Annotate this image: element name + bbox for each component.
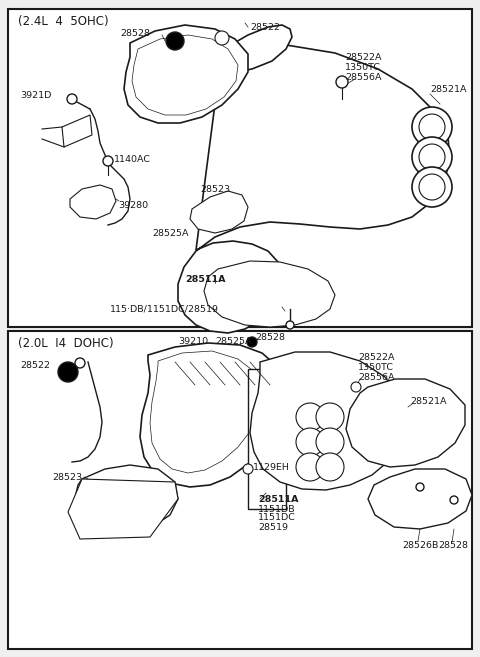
Text: 28522A: 28522A bbox=[345, 53, 382, 62]
Text: 28525A: 28525A bbox=[215, 336, 252, 346]
Text: 1350TC: 1350TC bbox=[358, 363, 394, 371]
Text: 28522: 28522 bbox=[250, 22, 280, 32]
Circle shape bbox=[316, 453, 344, 481]
Text: 28521A: 28521A bbox=[410, 397, 446, 407]
Bar bbox=[8, 331, 472, 649]
Text: 39280: 39280 bbox=[118, 200, 148, 210]
Bar bbox=[8, 9, 472, 327]
Circle shape bbox=[336, 76, 348, 88]
Circle shape bbox=[450, 496, 458, 504]
Text: 28522: 28522 bbox=[20, 361, 50, 369]
Circle shape bbox=[296, 428, 324, 456]
Circle shape bbox=[75, 358, 85, 368]
Polygon shape bbox=[250, 352, 406, 490]
Text: 28526B: 28526B bbox=[402, 541, 438, 549]
Circle shape bbox=[351, 382, 361, 392]
Circle shape bbox=[412, 167, 452, 207]
Circle shape bbox=[215, 31, 229, 45]
Circle shape bbox=[412, 107, 452, 147]
Text: 1140AC: 1140AC bbox=[114, 154, 151, 164]
Circle shape bbox=[419, 144, 445, 170]
Polygon shape bbox=[74, 465, 178, 532]
Bar bbox=[248, 369, 286, 509]
Text: 28556A: 28556A bbox=[358, 373, 395, 382]
Polygon shape bbox=[346, 379, 465, 467]
Circle shape bbox=[296, 403, 324, 431]
Polygon shape bbox=[140, 343, 285, 487]
Polygon shape bbox=[150, 351, 262, 473]
Circle shape bbox=[58, 362, 78, 382]
Circle shape bbox=[296, 453, 324, 481]
Text: 1129EH: 1129EH bbox=[253, 463, 290, 472]
Text: 28519: 28519 bbox=[258, 522, 288, 532]
Polygon shape bbox=[205, 25, 292, 73]
Polygon shape bbox=[62, 115, 92, 147]
Text: 1151DC: 1151DC bbox=[258, 514, 296, 522]
Circle shape bbox=[243, 464, 253, 474]
Text: (2.4L  4  5OHC): (2.4L 4 5OHC) bbox=[18, 14, 108, 28]
Text: (2.0L  I4  DOHC): (2.0L I4 DOHC) bbox=[18, 336, 114, 350]
Circle shape bbox=[316, 403, 344, 431]
Text: 28522A: 28522A bbox=[358, 353, 395, 361]
Text: 28521A: 28521A bbox=[430, 85, 467, 93]
Text: 115·DB/1151DC/28519: 115·DB/1151DC/28519 bbox=[110, 304, 219, 313]
Circle shape bbox=[412, 137, 452, 177]
Text: 28528: 28528 bbox=[438, 541, 468, 549]
Text: 3921D: 3921D bbox=[20, 91, 51, 99]
Text: 39210: 39210 bbox=[178, 336, 208, 346]
Polygon shape bbox=[190, 191, 248, 233]
Circle shape bbox=[416, 483, 424, 491]
Text: 1151DB: 1151DB bbox=[258, 505, 296, 514]
Polygon shape bbox=[368, 469, 472, 529]
Polygon shape bbox=[70, 185, 116, 219]
Polygon shape bbox=[124, 25, 248, 123]
Text: 28525A: 28525A bbox=[152, 229, 189, 237]
Text: 28528: 28528 bbox=[120, 28, 150, 37]
Polygon shape bbox=[132, 35, 238, 115]
Circle shape bbox=[166, 32, 184, 50]
Text: 28523: 28523 bbox=[200, 185, 230, 194]
Text: 28528: 28528 bbox=[255, 332, 285, 342]
Polygon shape bbox=[68, 479, 178, 539]
Circle shape bbox=[247, 337, 257, 347]
Circle shape bbox=[316, 428, 344, 456]
Text: 1350TC: 1350TC bbox=[345, 62, 381, 72]
Text: 28511A: 28511A bbox=[185, 275, 226, 284]
Text: 28511A: 28511A bbox=[258, 495, 299, 503]
Polygon shape bbox=[204, 261, 335, 327]
Circle shape bbox=[286, 321, 294, 329]
Text: 28556A: 28556A bbox=[345, 72, 382, 81]
Polygon shape bbox=[178, 44, 450, 333]
Text: 28523: 28523 bbox=[52, 472, 82, 482]
Circle shape bbox=[103, 156, 113, 166]
Circle shape bbox=[419, 174, 445, 200]
Circle shape bbox=[419, 114, 445, 140]
Circle shape bbox=[67, 94, 77, 104]
